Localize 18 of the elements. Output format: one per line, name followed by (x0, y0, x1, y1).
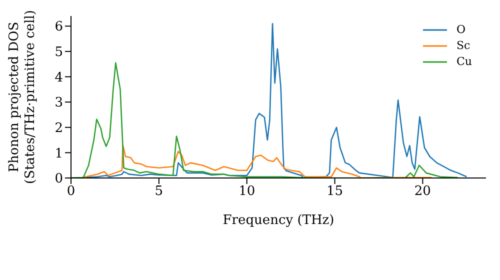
x-axis-title: Frequency (THz) (222, 213, 334, 228)
y-tick-label: 4 (54, 70, 63, 86)
x-tick-label: 10 (238, 184, 256, 200)
y-tick-label: 6 (54, 20, 63, 35)
y-tick-label: 1 (54, 146, 63, 162)
x-tick-label: 15 (326, 184, 344, 200)
y-tick-label: 2 (54, 120, 63, 136)
legend-label: Sc (456, 38, 470, 54)
y-tick-label: 0 (54, 172, 63, 187)
y-axis-title: Phonon projected DOS (States/THz·primitive cell) (7, 10, 38, 184)
line-series (71, 62, 459, 178)
x-tick-label: 5 (154, 184, 164, 200)
x-tick-label: 20 (414, 184, 431, 200)
x-tick-label: 0 (66, 184, 76, 200)
y-tick-label: 5 (54, 45, 63, 60)
legend-label: O (456, 22, 466, 38)
legend-label: Cu (456, 54, 472, 70)
y-tick-label: 3 (54, 96, 63, 111)
